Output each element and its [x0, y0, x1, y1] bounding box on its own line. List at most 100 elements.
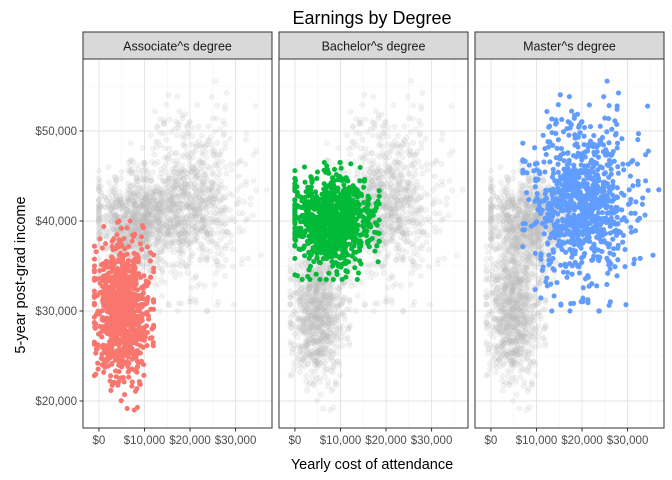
data-point: [95, 366, 101, 372]
background-point: [152, 108, 158, 115]
background-point: [122, 214, 128, 221]
background-point: [150, 184, 157, 191]
background-point: [143, 209, 150, 216]
background-point: [147, 228, 154, 234]
background-point: [127, 196, 134, 202]
background-point: [185, 129, 191, 136]
background-point: [112, 183, 119, 190]
background-point: [140, 255, 147, 261]
data-point: [91, 314, 97, 320]
background-point: [142, 230, 148, 237]
background-point: [203, 257, 210, 264]
background-point: [172, 150, 179, 157]
facet-strip: [82, 31, 273, 60]
background-point: [109, 198, 115, 205]
background-point: [112, 200, 119, 206]
background-point: [139, 201, 146, 208]
background-point: [328, 354, 335, 361]
background-point: [183, 181, 189, 187]
data-point: [140, 223, 145, 228]
background-point: [185, 219, 191, 226]
background-point: [201, 221, 208, 228]
background-point: [160, 121, 167, 127]
background-point: [212, 270, 219, 277]
background-point: [166, 302, 172, 308]
background-point: [168, 207, 174, 214]
background-point: [258, 252, 264, 258]
background-point: [126, 210, 132, 217]
background-point: [184, 212, 190, 219]
background-point: [133, 206, 139, 212]
data-point: [113, 298, 119, 304]
background-point: [206, 195, 212, 201]
background-point: [174, 208, 180, 215]
background-point: [178, 152, 185, 159]
background-point: [153, 184, 160, 191]
background-point: [250, 178, 257, 184]
background-point: [144, 203, 150, 210]
background-point: [214, 217, 221, 223]
background-point: [214, 258, 220, 265]
background-point: [178, 217, 184, 223]
data-point: [124, 359, 130, 365]
background-point: [216, 215, 223, 221]
background-point: [223, 90, 230, 96]
background-point: [153, 205, 160, 212]
background-point: [215, 298, 222, 305]
background-point: [142, 165, 148, 171]
background-point: [304, 387, 310, 394]
background-point: [138, 185, 145, 191]
background-point: [108, 184, 115, 191]
background-point: [228, 167, 235, 173]
background-point: [134, 190, 141, 197]
background-point: [180, 142, 186, 148]
background-point: [136, 217, 142, 224]
background-point: [199, 178, 206, 184]
background-point: [180, 238, 186, 245]
background-point: [184, 182, 191, 188]
background-point: [216, 171, 222, 177]
background-point: [148, 211, 155, 217]
background-point: [157, 129, 163, 136]
background-point: [127, 170, 134, 176]
background-point: [179, 227, 186, 233]
background-point: [213, 244, 220, 250]
background-point: [96, 206, 102, 213]
background-point: [155, 209, 162, 216]
background-point: [159, 222, 165, 228]
background-point: [182, 218, 188, 225]
background-point: [158, 199, 164, 205]
background-point: [218, 207, 225, 214]
background-point: [109, 225, 116, 232]
background-point: [172, 210, 179, 217]
background-point: [161, 203, 168, 209]
background-point: [110, 209, 116, 216]
data-point: [103, 305, 109, 310]
background-point: [156, 235, 162, 241]
background-point: [159, 197, 165, 203]
background-point: [179, 115, 186, 122]
background-point: [96, 208, 102, 214]
background-point: [187, 208, 194, 215]
background-point: [103, 197, 109, 204]
background-point: [172, 274, 178, 281]
background-point: [118, 175, 124, 182]
background-point: [164, 213, 170, 220]
background-point: [192, 272, 199, 279]
background-point: [334, 336, 341, 343]
background-point: [136, 202, 143, 209]
background-point: [208, 232, 214, 239]
background-point: [157, 216, 163, 222]
background-point: [191, 229, 198, 235]
background-point: [199, 141, 205, 148]
background-point: [109, 204, 115, 211]
background-point: [112, 175, 119, 181]
background-point: [168, 240, 175, 247]
background-point: [165, 262, 172, 269]
background-point: [150, 278, 157, 285]
background-point: [105, 203, 112, 209]
background-point: [141, 199, 148, 205]
background-point: [192, 162, 199, 169]
background-point: [205, 232, 211, 239]
background-point: [96, 220, 102, 227]
